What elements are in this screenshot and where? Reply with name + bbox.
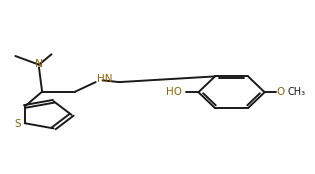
Text: HO: HO: [166, 87, 182, 97]
Text: O: O: [277, 87, 285, 97]
Text: CH₃: CH₃: [288, 87, 306, 97]
Text: N: N: [35, 59, 43, 69]
Text: HN: HN: [97, 74, 113, 85]
Text: S: S: [14, 119, 21, 129]
